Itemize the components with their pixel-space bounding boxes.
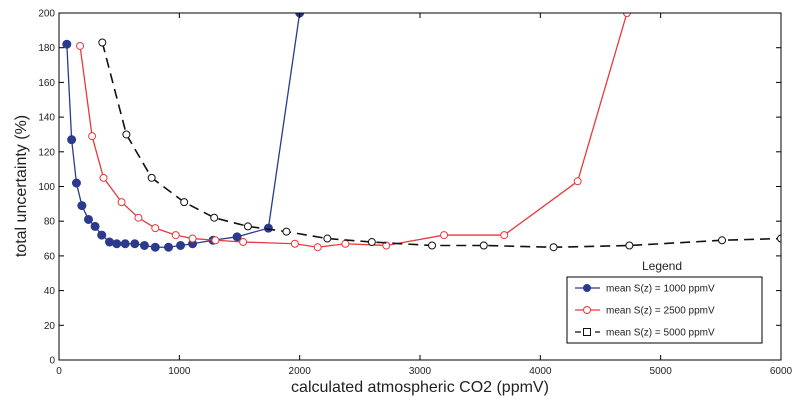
data-point	[382, 241, 391, 250]
series-line	[101, 42, 781, 249]
data-point	[139, 240, 149, 250]
legend-marker	[583, 284, 591, 292]
x-tick-label: 1000	[168, 366, 191, 377]
y-tick-label: 20	[44, 321, 56, 332]
data-point	[176, 240, 186, 250]
data-point	[105, 237, 115, 247]
data-point	[180, 198, 189, 207]
data-point	[164, 242, 174, 252]
data-point	[341, 239, 350, 248]
y-tick-label: 160	[38, 78, 55, 89]
data-point	[440, 231, 449, 240]
data-point	[625, 241, 634, 250]
legend-label: mean S(z) = 1000 ppmV	[606, 284, 715, 295]
data-point	[171, 231, 180, 240]
x-tick-label: 3000	[409, 366, 432, 377]
data-point	[290, 239, 299, 248]
data-point	[120, 239, 130, 249]
x-tick-label: 5000	[650, 366, 673, 377]
legend-marker	[583, 328, 591, 336]
legend-marker	[583, 306, 591, 314]
data-point	[151, 224, 160, 233]
data-point	[117, 198, 126, 207]
data-point	[83, 214, 93, 224]
data-point	[573, 177, 582, 186]
x-tick-label: 4000	[529, 366, 552, 377]
series-line	[66, 13, 301, 248]
plot-area	[62, 13, 781, 252]
data-point	[718, 236, 727, 245]
data-point	[367, 238, 376, 247]
data-point	[323, 234, 332, 243]
data-point	[188, 234, 197, 243]
data-point	[130, 239, 140, 249]
data-point	[97, 230, 107, 240]
data-point	[112, 239, 122, 249]
data-point	[62, 39, 72, 49]
data-point	[71, 178, 81, 188]
data-point	[67, 135, 77, 145]
data-point	[77, 201, 87, 211]
data-point	[282, 227, 291, 236]
y-tick-label: 60	[44, 251, 56, 262]
legend-label: mean S(z) = 5000 ppmV	[606, 328, 715, 339]
data-point	[88, 132, 97, 141]
legend: Legend mean S(z) = 1000 ppmV mean S(z) = …	[566, 259, 763, 344]
y-tick-label: 180	[38, 43, 55, 54]
series-group	[62, 13, 781, 252]
y-tick-label: 0	[49, 356, 55, 367]
y-axis-label: total uncertainty (%)	[13, 115, 30, 257]
legend-title: Legend	[642, 259, 682, 273]
y-tick-label: 40	[44, 286, 56, 297]
y-tick-label: 140	[38, 113, 55, 124]
data-point	[243, 222, 252, 231]
y-tick-label: 80	[44, 217, 56, 228]
data-point	[150, 242, 160, 252]
series-line	[79, 13, 628, 248]
x-tick-label: 0	[56, 366, 62, 377]
data-point	[147, 173, 156, 182]
x-tick-label: 2000	[289, 366, 312, 377]
data-point	[239, 238, 248, 247]
legend-label: mean S(z) = 2500 ppmV	[606, 306, 715, 317]
data-point	[479, 241, 488, 250]
data-point	[134, 213, 143, 222]
data-point	[122, 130, 131, 139]
x-axis-label: calculated atmospheric CO2 (ppmV)	[291, 379, 549, 396]
y-tick-label: 100	[38, 182, 55, 193]
axes: 0 1000 2000 3000 4000 5000 6000 0 20 40 60 80 100 120…	[38, 9, 792, 378]
x-tick-label: 6000	[770, 366, 793, 377]
data-point	[211, 236, 220, 245]
data-point	[99, 173, 108, 182]
data-point	[622, 13, 631, 17]
data-point	[313, 243, 322, 252]
data-point	[777, 234, 781, 243]
data-point	[428, 241, 437, 250]
data-point	[210, 213, 219, 222]
data-point	[549, 243, 558, 252]
data-point	[90, 221, 100, 231]
data-point	[500, 231, 509, 240]
data-point	[76, 41, 85, 50]
y-tick-label: 200	[38, 9, 55, 20]
data-point	[232, 232, 242, 242]
y-tick-label: 120	[38, 147, 55, 158]
data-point	[98, 38, 107, 47]
